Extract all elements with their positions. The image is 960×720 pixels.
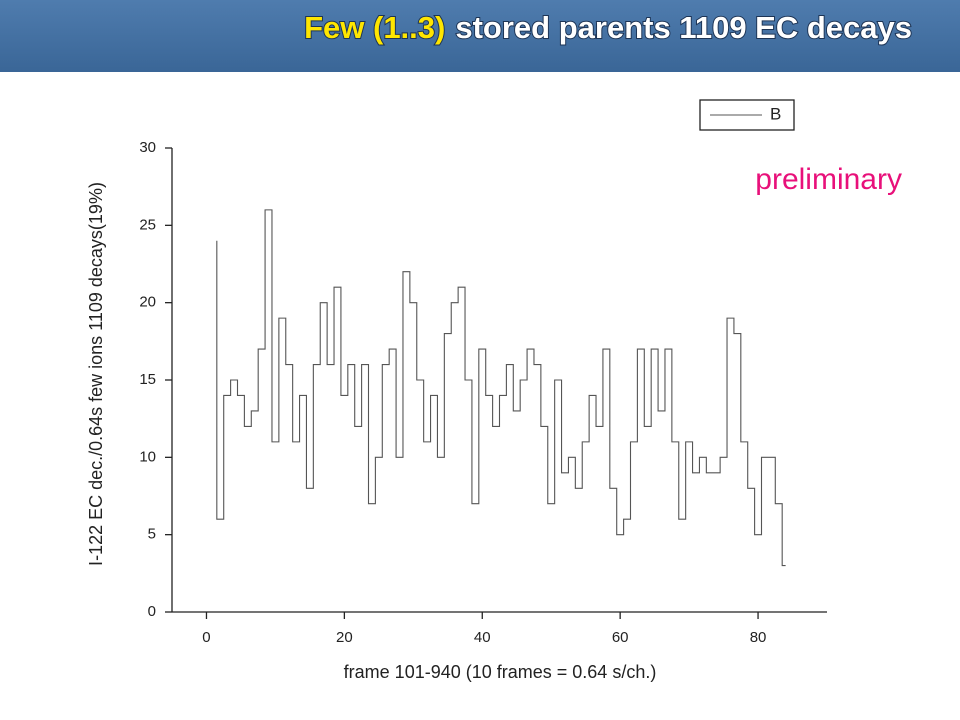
y-tick-label: 5 [148,526,156,543]
y-tick-label: 15 [139,371,156,388]
y-tick-label: 20 [139,294,156,311]
title-banner [0,0,960,72]
annotation: preliminary [755,163,902,196]
x-tick-label: 60 [612,629,629,646]
legend: B [699,99,795,131]
y-tick-label: 25 [139,216,156,233]
slide-title: Few (1..3) stored parents 1109 EC decays [304,10,912,45]
y-tick-label: 0 [148,603,156,620]
x-tick-label: 0 [202,629,210,646]
title-highlight: Few (1..3) [304,10,445,45]
legend-label: B [770,104,781,123]
plot: 0 5 10 15 20 25 30 0 20 40 60 80 B [139,99,827,646]
x-tick-label: 80 [750,629,767,646]
y-axis-label: I-122 EC dec./0.64s few ions 1109 decays… [86,182,106,566]
step-line [216,209,786,567]
title-rest: stored parents 1109 EC decays [455,10,912,45]
x-tick-label: 40 [474,629,491,646]
y-tick-label: 10 [139,448,156,465]
y-tick-label: 30 [139,139,156,156]
x-tick-label: 20 [336,629,353,646]
x-axis-label: frame 101-940 (10 frames = 0.64 s/ch.) [344,662,657,682]
